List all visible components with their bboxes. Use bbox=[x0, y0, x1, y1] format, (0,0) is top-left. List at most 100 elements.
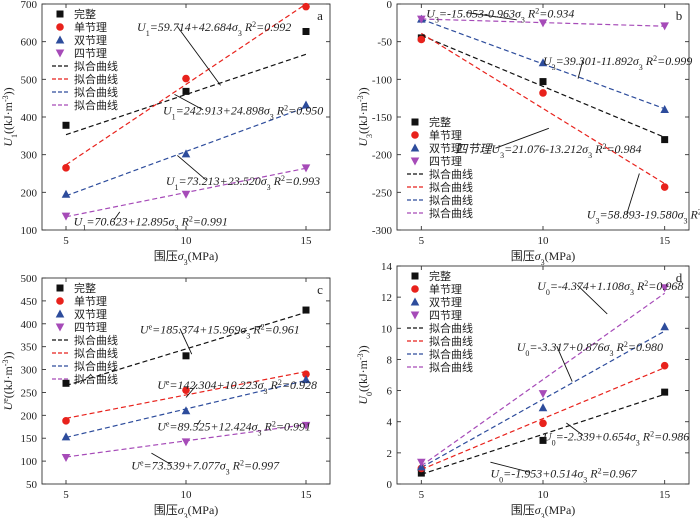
fit-line-1 bbox=[65, 53, 307, 136]
annotation-leader bbox=[196, 419, 201, 426]
data-point-s4 bbox=[417, 458, 426, 467]
legend-entry: 拟合曲线 bbox=[429, 321, 473, 335]
y-tick-label: 100 bbox=[21, 456, 38, 468]
legend-entry: 拟合曲线 bbox=[74, 372, 118, 386]
y-tick-label: 14 bbox=[381, 261, 393, 273]
x-tick-label: 10 bbox=[538, 489, 550, 501]
fit-line-1 bbox=[65, 311, 307, 387]
y-tick-label: 0 bbox=[387, 479, 393, 491]
data-point-s2 bbox=[62, 417, 70, 425]
chart-panel-b: 5 10 15 -300 -250 -200 -150 -100 -50 0 围压σ3(MPa) U3… bbox=[356, 0, 700, 267]
x-tick-label: 10 bbox=[181, 489, 193, 501]
data-point-s4 bbox=[301, 164, 311, 173]
data-point-s1 bbox=[661, 388, 669, 396]
fit-equation-label: U0=-2.339+0.654σ3 R2=0.986 bbox=[543, 429, 689, 447]
legend-entry: 完整 bbox=[74, 281, 96, 295]
legend-entry: 完整 bbox=[429, 269, 451, 283]
data-point-s1 bbox=[539, 78, 547, 86]
legend-entry: 单节理 bbox=[74, 295, 107, 308]
annotation-leader bbox=[495, 127, 549, 149]
legend-entry: 双节理 bbox=[429, 296, 462, 309]
panel-label: c bbox=[317, 282, 323, 297]
legend-entry: 拟合曲线 bbox=[74, 333, 118, 347]
data-point-s4 bbox=[181, 438, 191, 447]
y-tick-label: -150 bbox=[372, 112, 393, 124]
x-axis-label: 围压σ3(MPa) bbox=[511, 249, 576, 267]
legend-marker bbox=[55, 49, 65, 58]
y-tick-label: 4 bbox=[387, 417, 393, 429]
data-point-s1 bbox=[417, 469, 425, 477]
annotation-leader bbox=[556, 345, 573, 382]
annotation-leader bbox=[174, 94, 204, 111]
data-point-s2 bbox=[539, 89, 547, 97]
x-tick-label: 5 bbox=[419, 489, 425, 501]
x-tick-label: 5 bbox=[63, 235, 69, 247]
fit-line-2 bbox=[65, 370, 307, 419]
data-point-s1 bbox=[182, 352, 190, 360]
annotation-leader bbox=[626, 173, 640, 214]
data-point-s4 bbox=[61, 453, 71, 462]
annotation-leader bbox=[490, 461, 531, 473]
legend-entry: 双节理 bbox=[429, 142, 462, 155]
y-tick-label: 450 bbox=[21, 296, 38, 308]
y-tick-label: 200 bbox=[21, 410, 38, 422]
fit-line-3 bbox=[65, 106, 307, 197]
legend-entry: 四节理 bbox=[429, 155, 462, 168]
y-tick-label: 100 bbox=[21, 225, 38, 237]
fit-line-2 bbox=[65, 3, 307, 166]
y-axis-label: U1((kJ·m-3)) bbox=[1, 87, 19, 146]
fit-equation-label: Ue=142.304+10.223σ3 R2=0.928 bbox=[157, 378, 317, 396]
data-point-s4 bbox=[660, 284, 669, 293]
x-tick-label: 15 bbox=[301, 489, 313, 501]
annotation-leader bbox=[566, 422, 584, 436]
annotation-leader bbox=[576, 284, 608, 315]
y-tick-label: 0 bbox=[387, 0, 393, 11]
annotation-leader bbox=[179, 328, 193, 355]
fit-equation-label: Ue=185.374+15.969σ3 R2=0.961 bbox=[140, 322, 300, 340]
y-tick-label: 50 bbox=[26, 479, 38, 491]
x-tick-label: 15 bbox=[659, 235, 671, 247]
fit-equation-label: U1=70.623+12.895σ3 R2=0.991 bbox=[74, 214, 228, 232]
fit-line-3 bbox=[421, 330, 665, 469]
y-tick-label: -100 bbox=[372, 74, 393, 86]
annotation-leader bbox=[151, 452, 172, 465]
annotation-leader bbox=[185, 383, 198, 398]
annotation-leader bbox=[577, 59, 584, 79]
legend-marker bbox=[410, 157, 420, 166]
data-point-s2 bbox=[302, 2, 310, 11]
fit-equation-label: Ue=89.525+12.424σ3 R2=0.991 bbox=[157, 419, 311, 437]
y-tick-label: 250 bbox=[21, 387, 38, 399]
data-point-s2 bbox=[417, 35, 426, 44]
data-point-s4 bbox=[417, 15, 426, 24]
data-point-s2 bbox=[660, 361, 669, 370]
legend-marker bbox=[410, 297, 420, 306]
chart-panel-c: 5 10 15 50 100 150 200 250 300 350 400 450 500 围压σ3(M… bbox=[1, 273, 331, 518]
data-point-s4 bbox=[301, 421, 311, 430]
chart-panel-d: 5 10 1502468101214围压σ3(MPa)U0((kJ·m-3))dU0… bbox=[356, 261, 690, 518]
y-axis-label: Ue((kJ·m-3)) bbox=[1, 352, 16, 411]
annotation-leader bbox=[466, 12, 517, 21]
legend-entry: 拟合曲线 bbox=[429, 167, 473, 181]
y-tick-label: 300 bbox=[21, 150, 38, 162]
legend-marker bbox=[56, 297, 64, 305]
y-tick-label: 2 bbox=[387, 448, 393, 460]
legend-entry: 拟合曲线 bbox=[74, 59, 118, 73]
annotation-leader bbox=[177, 155, 207, 181]
legend-entry: 拟合曲线 bbox=[74, 98, 118, 112]
y-tick-label: -50 bbox=[377, 37, 392, 49]
annotation-leader bbox=[113, 211, 121, 221]
legend-marker bbox=[411, 131, 419, 139]
legend-entry: 双节理 bbox=[74, 308, 107, 321]
legend-marker bbox=[55, 309, 65, 318]
panel-label: d bbox=[676, 270, 683, 285]
legend-entry: 四节理 bbox=[74, 321, 107, 334]
fit-equation-label: U3=-15.053-0.963σ3 R2=0.934 bbox=[426, 6, 574, 24]
data-point-s4 bbox=[538, 19, 548, 28]
data-point-s1 bbox=[539, 436, 547, 444]
data-point-s2 bbox=[660, 183, 669, 191]
fit-equation-label: U0=-1.953+0.514σ3 R2=0.967 bbox=[490, 466, 637, 484]
data-point-s4 bbox=[660, 22, 669, 31]
